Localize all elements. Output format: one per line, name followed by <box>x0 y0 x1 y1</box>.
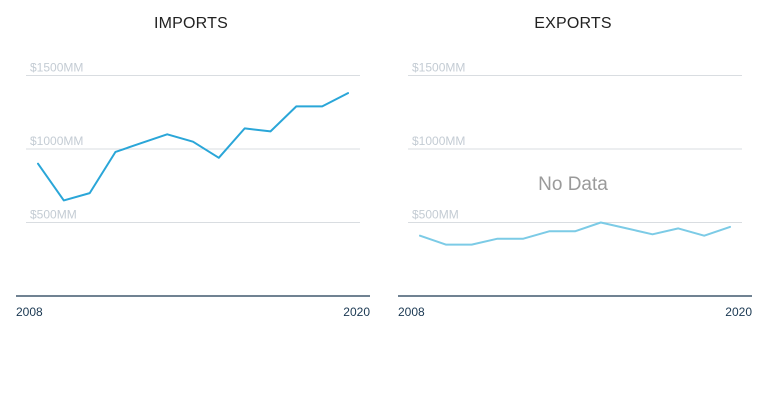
y-tick-label-500: $500MM <box>412 208 459 222</box>
imports-chart: $500MM $1000MM $1500MM 2008 2020 <box>16 61 370 319</box>
series-line-0 <box>37 92 349 202</box>
series-line-0 <box>419 221 731 246</box>
no-data-label: No Data <box>538 174 608 195</box>
y-tick-label-1500: $1500MM <box>412 61 465 75</box>
x-end-label: 2020 <box>725 305 752 319</box>
x-end-label: 2020 <box>343 305 370 319</box>
exports-chart: $500MM $1000MM $1500MM 2008 2020 No Data <box>398 61 752 319</box>
imports-title: IMPORTS <box>153 15 228 32</box>
y-tick-label-1000: $1000MM <box>412 134 465 148</box>
imports-panel: IMPORTS $500MM $1000MM $1500MM 2008 2020 <box>16 15 370 319</box>
x-start-label: 2008 <box>16 305 43 319</box>
exports-title: EXPORTS <box>534 15 612 32</box>
exports-panel: EXPORTS $500MM $1000MM $1500MM 2008 2020 No D… <box>382 0 764 412</box>
y-tick-label-1000: $1000MM <box>30 134 83 148</box>
x-start-label: 2008 <box>398 305 425 319</box>
y-tick-label-1500: $1500MM <box>30 61 83 75</box>
y-tick-label-500: $500MM <box>30 208 77 222</box>
